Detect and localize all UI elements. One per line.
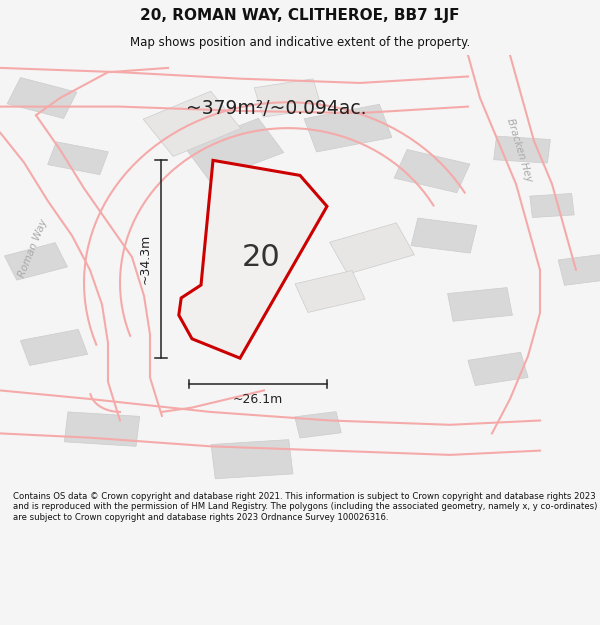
Text: 20: 20 bbox=[242, 242, 280, 272]
Text: Map shows position and indicative extent of the property.: Map shows position and indicative extent… bbox=[130, 36, 470, 49]
Polygon shape bbox=[4, 242, 68, 280]
Polygon shape bbox=[64, 412, 140, 446]
Polygon shape bbox=[295, 412, 341, 438]
Polygon shape bbox=[143, 91, 241, 156]
Polygon shape bbox=[20, 329, 88, 366]
Polygon shape bbox=[329, 223, 415, 274]
Polygon shape bbox=[179, 161, 327, 358]
Polygon shape bbox=[394, 149, 470, 192]
Text: ~379m²/~0.094ac.: ~379m²/~0.094ac. bbox=[186, 99, 366, 118]
Polygon shape bbox=[295, 271, 365, 312]
Polygon shape bbox=[184, 118, 284, 181]
Text: Contains OS data © Crown copyright and database right 2021. This information is : Contains OS data © Crown copyright and d… bbox=[13, 492, 598, 522]
Polygon shape bbox=[254, 79, 322, 118]
Text: Roman Way: Roman Way bbox=[17, 218, 49, 279]
Text: 20, ROMAN WAY, CLITHEROE, BB7 1JF: 20, ROMAN WAY, CLITHEROE, BB7 1JF bbox=[140, 8, 460, 23]
Polygon shape bbox=[304, 104, 392, 152]
Polygon shape bbox=[7, 78, 77, 119]
Polygon shape bbox=[558, 254, 600, 286]
Text: ~34.3m: ~34.3m bbox=[139, 234, 152, 284]
Polygon shape bbox=[47, 142, 109, 174]
Polygon shape bbox=[448, 288, 512, 321]
Polygon shape bbox=[530, 194, 574, 218]
Polygon shape bbox=[494, 136, 550, 163]
Polygon shape bbox=[468, 352, 528, 386]
Text: ~26.1m: ~26.1m bbox=[233, 393, 283, 406]
Polygon shape bbox=[411, 218, 477, 253]
Polygon shape bbox=[211, 439, 293, 479]
Text: Bracken Hey: Bracken Hey bbox=[505, 117, 533, 182]
